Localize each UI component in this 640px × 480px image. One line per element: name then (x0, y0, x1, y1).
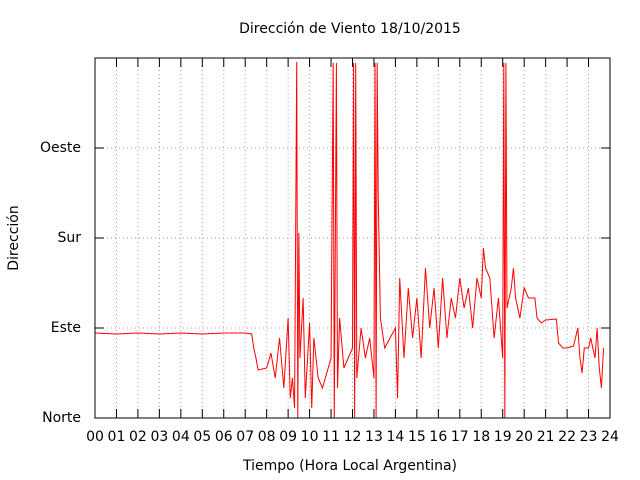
x-tick-label: 14 (387, 429, 405, 445)
x-tick-label: 03 (150, 429, 168, 445)
x-tick-label: 07 (236, 429, 254, 445)
x-tick-label: 09 (279, 429, 297, 445)
x-tick-label: 08 (258, 429, 276, 445)
x-tick-label: 11 (322, 429, 340, 445)
y-tick-label: Oeste (40, 140, 81, 156)
y-tick-label: Sur (57, 230, 81, 246)
x-tick-label: 22 (558, 429, 576, 445)
x-tick-label: 18 (472, 429, 490, 445)
y-axis-label: Dirección (6, 205, 22, 270)
chart-title: Dirección de Viento 18/10/2015 (239, 21, 461, 37)
plot-border (94, 57, 611, 419)
x-tick-label: 21 (537, 429, 555, 445)
x-tick-label: 01 (108, 429, 126, 445)
x-tick-label: 24 (601, 429, 619, 445)
x-axis-label: Tiempo (Hora Local Argentina) (242, 458, 457, 474)
x-tick-label: 17 (451, 429, 469, 445)
y-tick-label: Este (51, 320, 81, 336)
x-tick-label: 00 (86, 429, 104, 445)
x-tick-label: 02 (129, 429, 147, 445)
x-tick-label: 16 (429, 429, 447, 445)
x-tick-label: 12 (344, 429, 362, 445)
y-tick-label: Norte (42, 410, 81, 426)
x-tick-label: 04 (172, 429, 190, 445)
x-tick-label: 19 (494, 429, 512, 445)
x-tick-label: 15 (408, 429, 426, 445)
data-line (94, 61, 605, 419)
x-tick-label: 06 (215, 429, 233, 445)
x-tick-label: 05 (193, 429, 211, 445)
x-tick-label: 23 (580, 429, 598, 445)
x-tick-label: 20 (515, 429, 533, 445)
x-tick-label: 10 (301, 429, 319, 445)
x-tick-label: 13 (365, 429, 383, 445)
